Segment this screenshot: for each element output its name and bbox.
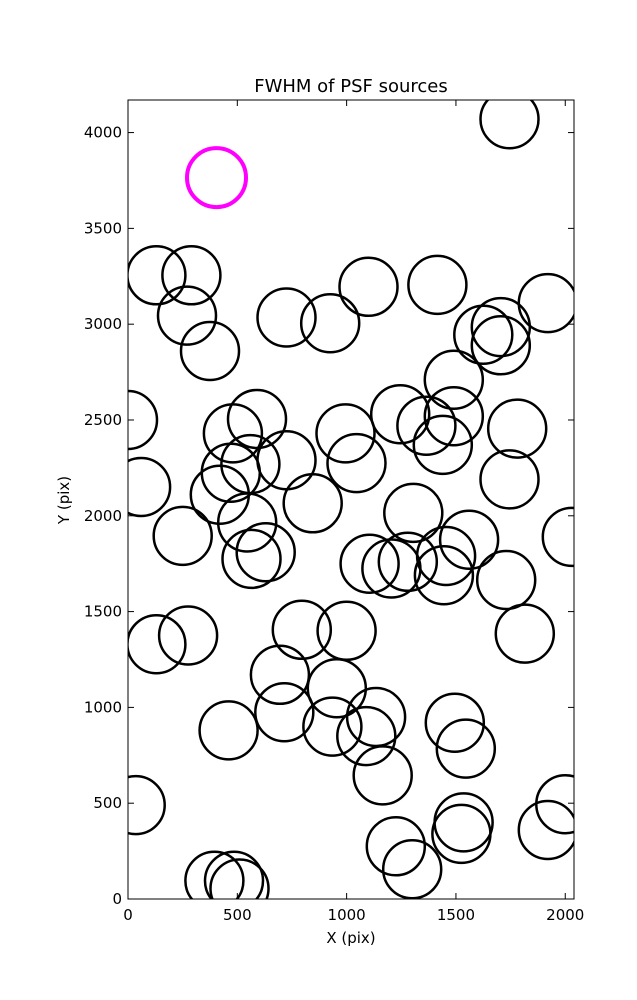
source-circle	[365, 816, 427, 877]
source-circle	[254, 681, 315, 743]
source-circle	[128, 613, 187, 675]
source-circle	[424, 692, 486, 753]
x-tick-label: 500	[223, 906, 252, 924]
source-circle	[179, 320, 241, 382]
highlight-source-circle	[185, 146, 248, 210]
source-circle	[156, 285, 218, 346]
source-circle	[377, 531, 439, 593]
source-circle	[282, 473, 343, 534]
source-circle	[235, 521, 296, 583]
source-circle	[203, 850, 265, 899]
x-tick-label: 0	[123, 906, 133, 924]
source-circle	[453, 304, 514, 365]
y-tick-label: 1500	[84, 603, 122, 621]
plot-frame	[127, 99, 575, 900]
source-circle	[486, 398, 548, 459]
source-circle	[315, 403, 376, 464]
y-tick-label: 3000	[84, 315, 122, 333]
source-circle	[202, 403, 264, 464]
source-circle	[541, 506, 574, 568]
plot-area	[127, 99, 575, 900]
chart-title: FWHM of PSF sources	[254, 76, 448, 97]
source-circle	[221, 528, 282, 590]
source-circle	[438, 509, 500, 570]
source-circle	[381, 839, 443, 899]
y-tick-label: 500	[93, 794, 122, 812]
source-circle	[431, 803, 492, 865]
source-circle	[470, 315, 532, 376]
source-circle	[423, 349, 485, 410]
source-circle	[336, 705, 397, 767]
x-tick-label: 2000	[546, 906, 584, 924]
y-tick-label: 4000	[84, 124, 122, 142]
x-axis-ticks: 0 500 1000 1500 2000	[123, 100, 584, 924]
source-circle	[415, 525, 477, 587]
source-circle	[412, 414, 474, 476]
y-tick-label: 3500	[84, 219, 122, 237]
source-circle	[128, 389, 159, 451]
source-circle	[299, 292, 361, 354]
source-circle	[209, 858, 270, 899]
x-axis-label: X (pix)	[326, 929, 375, 947]
source-circle	[479, 449, 540, 510]
x-tick-label: 1500	[437, 906, 475, 924]
source-circle	[396, 395, 457, 456]
source-circle	[152, 505, 213, 567]
source-circle	[352, 745, 413, 806]
source-circle	[494, 603, 556, 664]
source-circle	[517, 799, 574, 861]
source-circle	[435, 718, 497, 779]
x-tick-label: 1000	[328, 906, 366, 924]
y-tick-label: 0	[112, 890, 122, 908]
source-circle	[256, 287, 317, 348]
source-circle	[271, 599, 333, 661]
source-circle	[339, 533, 400, 594]
source-circle	[423, 385, 485, 447]
source-circle	[306, 657, 368, 719]
source-circle	[326, 432, 387, 494]
source-circle	[249, 644, 311, 706]
source-circle	[383, 482, 444, 544]
source-circle	[157, 605, 219, 666]
source-circle	[338, 256, 399, 318]
y-axis-label: Y (pix)	[55, 476, 73, 525]
y-tick-label: 1000	[84, 698, 122, 716]
y-axis-ticks: 0 500 1000 1500 2000 2500 3000 3500 4000	[84, 124, 574, 908]
source-circle	[198, 700, 259, 761]
source-circle	[216, 492, 278, 553]
source-circle	[407, 254, 468, 316]
data-markers	[128, 100, 574, 899]
source-circle	[470, 296, 532, 358]
source-circle	[413, 544, 475, 606]
source-circle	[184, 850, 245, 899]
source-circle	[369, 383, 431, 445]
source-circle	[128, 774, 166, 836]
source-circle	[128, 456, 172, 518]
y-tick-label: 2000	[84, 507, 122, 525]
source-circle	[161, 245, 222, 306]
source-circle	[302, 696, 363, 757]
source-circle	[479, 100, 540, 150]
source-circle	[475, 549, 537, 611]
y-tick-label: 2500	[84, 411, 122, 429]
source-circle	[128, 245, 187, 306]
